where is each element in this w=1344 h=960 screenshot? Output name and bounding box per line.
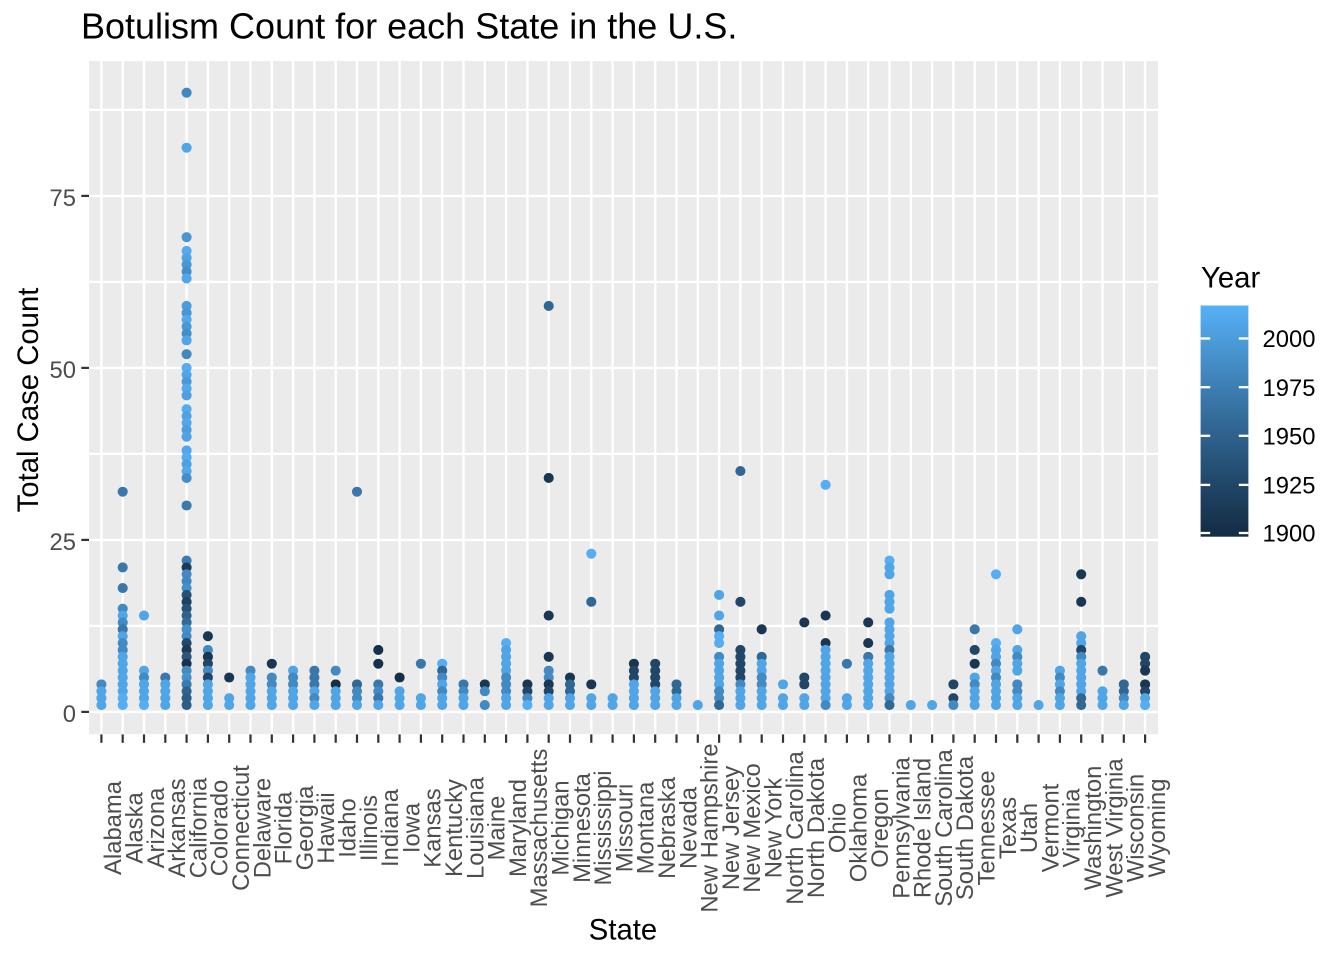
- svg-text:Montana: Montana: [633, 781, 660, 874]
- svg-text:New York: New York: [761, 778, 788, 879]
- svg-text:0: 0: [63, 701, 76, 728]
- svg-text:Colorado: Colorado: [207, 780, 234, 877]
- svg-text:1900: 1900: [1263, 521, 1316, 548]
- svg-text:Nebraska: Nebraska: [654, 776, 681, 879]
- svg-text:Iowa: Iowa: [398, 802, 425, 853]
- svg-text:North Dakota: North Dakota: [803, 757, 830, 898]
- svg-text:New Jersey: New Jersey: [718, 766, 745, 890]
- svg-text:South Dakota: South Dakota: [952, 755, 979, 900]
- svg-text:Maine: Maine: [484, 796, 511, 861]
- svg-text:Pennsylvania: Pennsylvania: [888, 756, 915, 898]
- svg-text:Louisiana: Louisiana: [462, 776, 489, 879]
- svg-text:Delaware: Delaware: [249, 778, 276, 879]
- svg-text:West Virginia: West Virginia: [1101, 758, 1128, 898]
- svg-text:Hawaii: Hawaii: [313, 792, 340, 863]
- svg-text:Vermont: Vermont: [1037, 783, 1064, 872]
- svg-text:Mississippi: Mississippi: [590, 770, 617, 885]
- svg-text:Minnesota: Minnesota: [569, 772, 596, 883]
- svg-text:Illinois: Illinois: [356, 795, 383, 861]
- svg-text:Massachusetts: Massachusetts: [526, 749, 553, 908]
- svg-text:Botulism Count for each State: Botulism Count for each State in the U.S…: [81, 6, 737, 47]
- svg-text:Florida: Florida: [271, 791, 298, 865]
- svg-text:Wisconsin: Wisconsin: [1123, 774, 1150, 882]
- svg-text:Georgia: Georgia: [292, 785, 319, 870]
- svg-text:Kentucky: Kentucky: [441, 779, 468, 877]
- svg-text:Rhode Island: Rhode Island: [910, 758, 937, 898]
- svg-text:New Hampshire: New Hampshire: [697, 743, 724, 912]
- svg-text:Total Case Count: Total Case Count: [12, 288, 45, 513]
- svg-text:Arizona: Arizona: [143, 787, 170, 868]
- svg-text:Ohio: Ohio: [824, 803, 851, 853]
- svg-text:South Carolina: South Carolina: [931, 749, 958, 907]
- svg-text:1950: 1950: [1263, 423, 1316, 450]
- svg-text:Wyoming: Wyoming: [1144, 779, 1171, 878]
- svg-text:Nevada: Nevada: [675, 786, 702, 869]
- svg-text:North Carolina: North Carolina: [782, 751, 809, 905]
- svg-text:State: State: [589, 914, 657, 947]
- svg-text:Texas: Texas: [995, 797, 1022, 859]
- svg-text:Michigan: Michigan: [548, 780, 575, 875]
- svg-text:Alabama: Alabama: [100, 780, 127, 875]
- svg-text:1925: 1925: [1263, 473, 1316, 500]
- svg-text:25: 25: [50, 529, 76, 556]
- svg-text:California: California: [185, 777, 212, 878]
- svg-text:50: 50: [50, 357, 76, 384]
- svg-text:Connecticut: Connecticut: [228, 765, 255, 891]
- svg-text:Kansas: Kansas: [420, 788, 447, 867]
- svg-text:Washington: Washington: [1080, 766, 1107, 891]
- svg-text:Oklahoma: Oklahoma: [846, 773, 873, 882]
- svg-text:Tennessee: Tennessee: [974, 770, 1001, 885]
- svg-text:2000: 2000: [1263, 326, 1316, 353]
- svg-text:Year: Year: [1201, 262, 1260, 295]
- svg-text:Indiana: Indiana: [377, 788, 404, 867]
- svg-text:Maryland: Maryland: [505, 779, 532, 877]
- svg-text:Utah: Utah: [1016, 803, 1043, 853]
- svg-text:Missouri: Missouri: [611, 784, 638, 873]
- svg-text:New Mexico: New Mexico: [739, 763, 766, 893]
- svg-text:Virginia: Virginia: [1059, 788, 1086, 868]
- svg-text:1975: 1975: [1263, 375, 1316, 402]
- svg-text:Oregon: Oregon: [867, 788, 894, 867]
- svg-text:75: 75: [50, 185, 76, 212]
- svg-text:Idaho: Idaho: [335, 798, 362, 858]
- svg-text:Arkansas: Arkansas: [164, 778, 191, 877]
- svg-text:Alaska: Alaska: [122, 792, 149, 864]
